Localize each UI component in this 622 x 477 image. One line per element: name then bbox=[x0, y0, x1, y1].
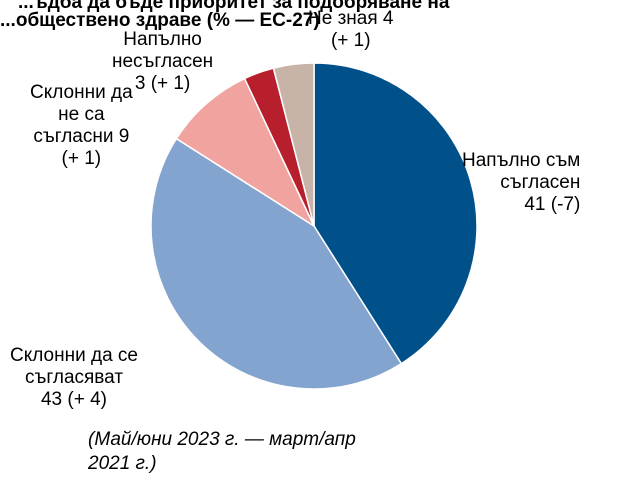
slice-label-tend-to-disagree: Склонни да не са съгласни 9 (+ 1) bbox=[30, 82, 133, 169]
slice-label-strongly-disagree: Напълно несъгласен 3 (+ 1) bbox=[112, 29, 214, 94]
pie-slice-tend-to-agree bbox=[150, 137, 403, 390]
period-note: (Май/юни 2023 г. — март/апр 2021 г.) bbox=[88, 429, 356, 474]
pie-slice-strongly-agree bbox=[313, 62, 478, 365]
slice-label-dont-know: Не зная 4 (+ 1) bbox=[308, 8, 394, 51]
pie-slice-tend-to-disagree bbox=[175, 77, 316, 229]
chart-title-line-1: ...ъдба да бъде приоритет за подобряване… bbox=[18, 0, 450, 13]
chart-title-line-2: ...обществено здраве (% — ЕС-27) bbox=[0, 10, 320, 31]
pie-slice-dont-know bbox=[272, 62, 315, 227]
slice-label-strongly-agree: Напълно съм съгласен 41 (-7) bbox=[462, 150, 581, 215]
slice-label-tend-to-agree: Склонни да се съгласяват 43 (+ 4) bbox=[10, 345, 138, 410]
